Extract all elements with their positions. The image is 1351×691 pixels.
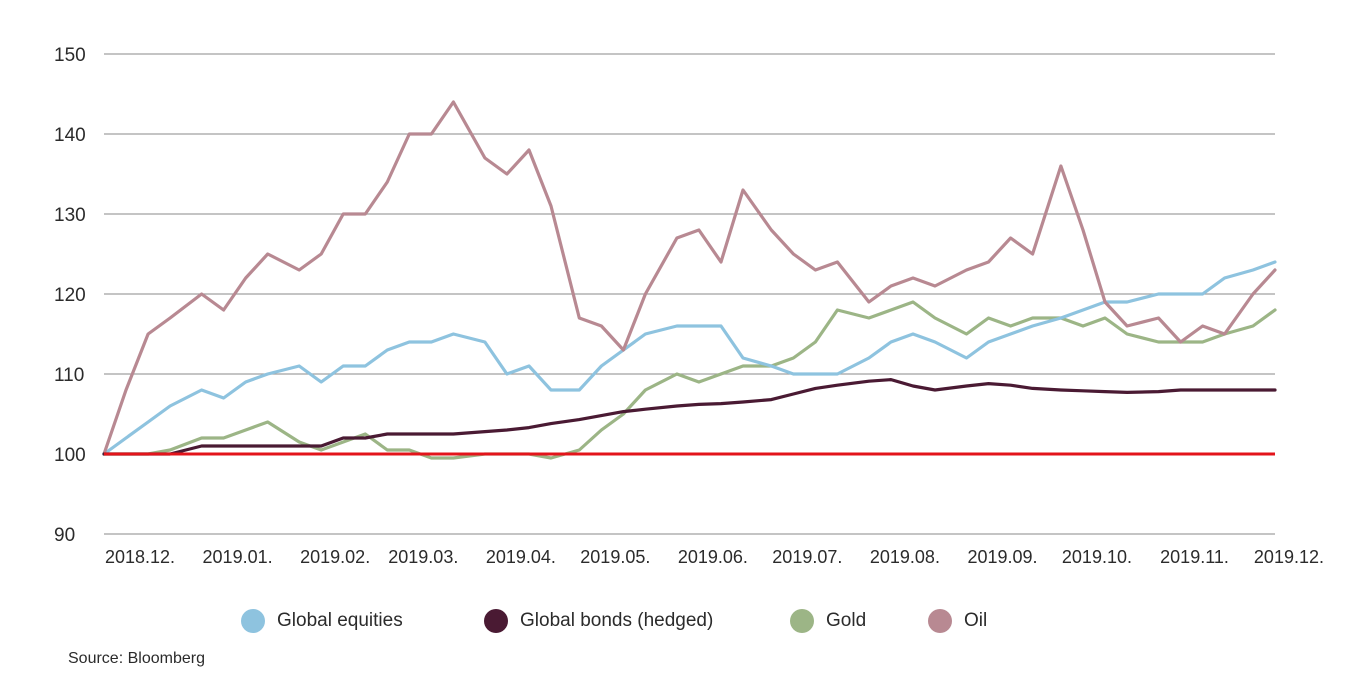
x-tick-label: 2019.05. (580, 547, 650, 567)
source-note: Source: Bloomberg (68, 650, 205, 667)
series-line-global-equities (102, 260, 1277, 456)
series-line-gold (102, 300, 1277, 460)
x-tick-label: 2019.07. (772, 547, 842, 567)
legend: Global equities Global bonds (hedged) Go… (0, 606, 1351, 636)
legend-item-gold: Gold (790, 606, 866, 636)
legend-label: Gold (826, 610, 867, 631)
y-tick-label: 110 (54, 365, 84, 386)
legend-dot (241, 609, 265, 633)
x-tick-label: 2019.01. (203, 547, 273, 567)
y-tick-label: 120 (54, 285, 86, 306)
series-line-global-bonds-hedged (102, 378, 1277, 456)
gridlines (104, 53, 1275, 535)
x-tick-label: 2019.04. (486, 547, 556, 567)
x-tick-label: 2019.09. (967, 547, 1037, 567)
x-tick-label: 2018.12. (105, 547, 175, 567)
legend-item-oil: Oil (928, 606, 987, 636)
x-tick-label: 2019.12. (1254, 547, 1324, 567)
y-tick-label: 150 (54, 45, 86, 66)
legend-label: Global bonds (hedged) (520, 610, 714, 631)
legend-dot (790, 609, 814, 633)
series-line-oil (102, 100, 1277, 456)
y-axis: 90 100 110 120 130 140 150 (54, 45, 86, 546)
x-tick-label: 2019.11. (1160, 547, 1229, 567)
y-tick-label: 140 (54, 125, 86, 146)
legend-dot (484, 609, 508, 633)
legend-item-global-equities: Global equities (241, 606, 403, 636)
x-tick-label: 2019.03. (388, 547, 458, 567)
x-axis: 2018.12. 2019.01. 2019.02. 2019.03. 2019.04.… (105, 547, 1324, 567)
legend-item-global-bonds: Global bonds (hedged) (484, 606, 713, 636)
y-tick-label: 90 (54, 525, 75, 546)
x-tick-label: 2019.08. (870, 547, 940, 567)
x-tick-label: 2019.02. (300, 547, 370, 567)
legend-label: Oil (964, 610, 988, 631)
legend-label: Global equities (277, 610, 403, 631)
y-tick-label: 130 (54, 205, 86, 226)
y-tick-label: 100 (54, 445, 86, 466)
legend-dot (928, 609, 952, 633)
x-tick-label: 2019.06. (678, 547, 748, 567)
x-tick-label: 2019.10. (1062, 547, 1132, 567)
series-lines (102, 100, 1277, 460)
